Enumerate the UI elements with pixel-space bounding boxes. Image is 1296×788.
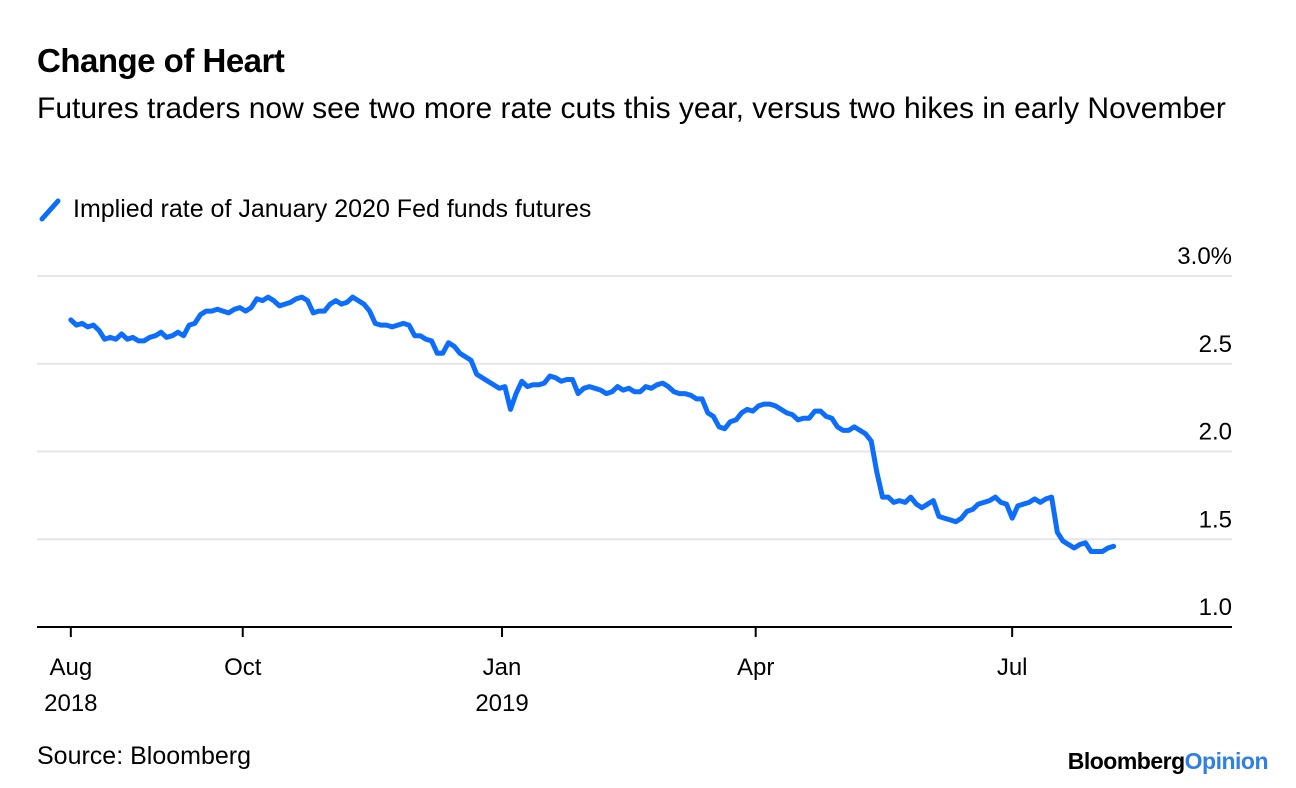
y-axis-labels: 1.0 1.5 2.0 2.5 3.0% — [1177, 243, 1232, 621]
brand-main: Bloomberg — [1067, 748, 1185, 774]
x-tick-label: Jul — [997, 654, 1028, 681]
x-tick-label: Jan — [483, 654, 522, 681]
y-tick-label: 2.5 — [1199, 331, 1232, 358]
series-line — [68, 294, 1117, 554]
x-axis-labels: Aug 2018 Oct Jan 2019 Apr Jul — [44, 654, 1027, 717]
x-tick-sublabel: 2018 — [44, 690, 97, 717]
y-tick-label: 1.0 — [1199, 594, 1232, 621]
x-tick-label: Oct — [224, 654, 262, 681]
x-axis — [37, 626, 1232, 637]
chart-title: Change of Heart — [37, 42, 285, 79]
y-tick-label: 3.0% — [1177, 243, 1232, 270]
series-layer — [68, 294, 1117, 554]
legend-line-icon — [39, 198, 61, 221]
x-tick-sublabel: 2019 — [475, 690, 528, 717]
chart-legend: Implied rate of January 2020 Fed funds f… — [37, 195, 591, 224]
brand-accent: Opinion — [1184, 748, 1269, 774]
y-tick-label: 1.5 — [1199, 506, 1232, 533]
chart-subtitle: Futures traders now see two more rate cu… — [37, 92, 1226, 125]
brand-logo: BloombergOpinion — [1067, 748, 1269, 775]
gridlines — [37, 275, 1232, 541]
legend-label: Implied rate of January 2020 Fed funds f… — [73, 195, 592, 223]
y-tick-label: 2.0 — [1199, 419, 1232, 446]
source-note: Source: Bloomberg — [37, 742, 252, 770]
x-tick-label: Aug — [49, 654, 92, 681]
x-tick-label: Apr — [737, 654, 774, 681]
